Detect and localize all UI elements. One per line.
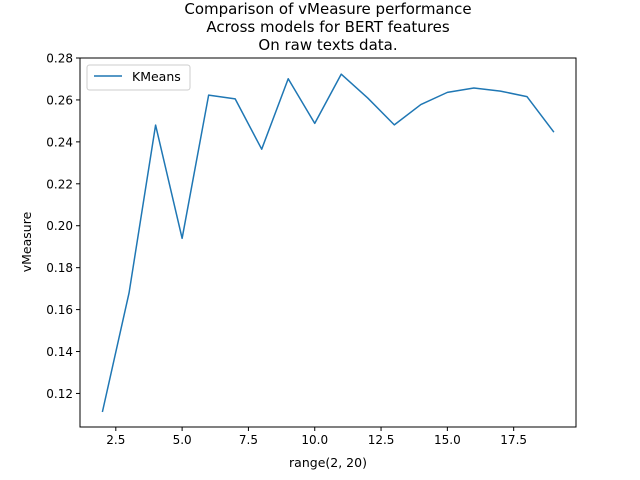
legend-box: [86, 64, 191, 91]
x-tick-label: 10.0: [301, 433, 328, 447]
x-axis-label: range(2, 20): [289, 455, 367, 470]
y-tick-label: 0.18: [46, 261, 73, 275]
y-axis-label: vMeasure: [19, 211, 34, 272]
y-tick-label: 0.12: [46, 387, 73, 401]
y-tick-label: 0.26: [46, 93, 73, 107]
chart-title-line-1: Comparison of vMeasure performance: [184, 0, 471, 18]
x-tick-label: 2.5: [106, 433, 125, 447]
x-tick-label: 12.5: [368, 433, 395, 447]
y-axis-ticks: 0.12 0.14 0.16 0.18 0.20 0.22 0.24 0.26 0.28: [46, 52, 80, 401]
series-layer: [101, 73, 555, 413]
x-axis-ticks: 2.5 5.0 7.5 10.0 12.5 15.0 17.5: [106, 427, 527, 447]
x-tick-label: 17.5: [500, 433, 527, 447]
y-tick-label: 0.24: [46, 135, 73, 149]
legend: KMeans: [86, 64, 191, 91]
x-tick-label: 5.0: [173, 433, 192, 447]
y-tick-label: 0.14: [46, 345, 73, 359]
series-line-kmeans: [101, 73, 555, 413]
legend-label-kmeans: KMeans: [132, 69, 181, 84]
plot-frame: [79, 57, 577, 428]
chart-title-line-2: Across models for BERT features: [206, 18, 450, 36]
chart-title-line-3: On raw texts data.: [258, 36, 397, 54]
y-tick-label: 0.28: [46, 52, 73, 66]
x-tick-label: 15.0: [434, 433, 461, 447]
x-tick-label: 7.5: [239, 433, 258, 447]
y-tick-label: 0.22: [46, 177, 73, 191]
y-tick-label: 0.16: [46, 303, 73, 317]
y-tick-label: 0.20: [46, 219, 73, 233]
